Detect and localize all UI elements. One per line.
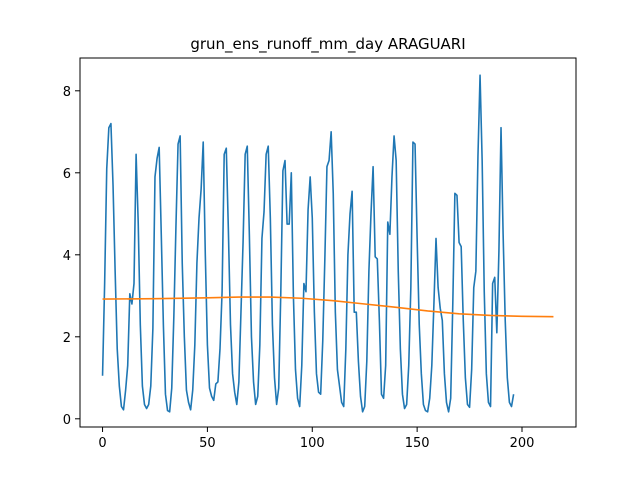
y-tick-label: 2 xyxy=(63,331,71,346)
plot-area xyxy=(80,58,576,427)
ticks-layer: 0 50 100 150 200 0 2 4 6 8 xyxy=(63,85,535,451)
x-tick-label: 150 xyxy=(405,436,430,451)
x-tick-label: 0 xyxy=(98,436,106,451)
y-tick-label: 4 xyxy=(63,249,71,264)
series-line-2 xyxy=(102,296,554,318)
plot-frame xyxy=(79,57,577,428)
series-line-1 xyxy=(101,74,515,413)
chart-title: grun_ens_runoff_mm_day ARAGUARI xyxy=(190,35,465,54)
y-tick-label: 8 xyxy=(63,85,71,100)
x-tick-label: 200 xyxy=(510,436,535,451)
x-tick-label: 50 xyxy=(199,436,216,451)
y-tick-label: 6 xyxy=(63,167,71,182)
series-layer xyxy=(101,74,554,413)
x-tick-label: 100 xyxy=(300,436,325,451)
y-tick-label: 0 xyxy=(63,413,71,428)
